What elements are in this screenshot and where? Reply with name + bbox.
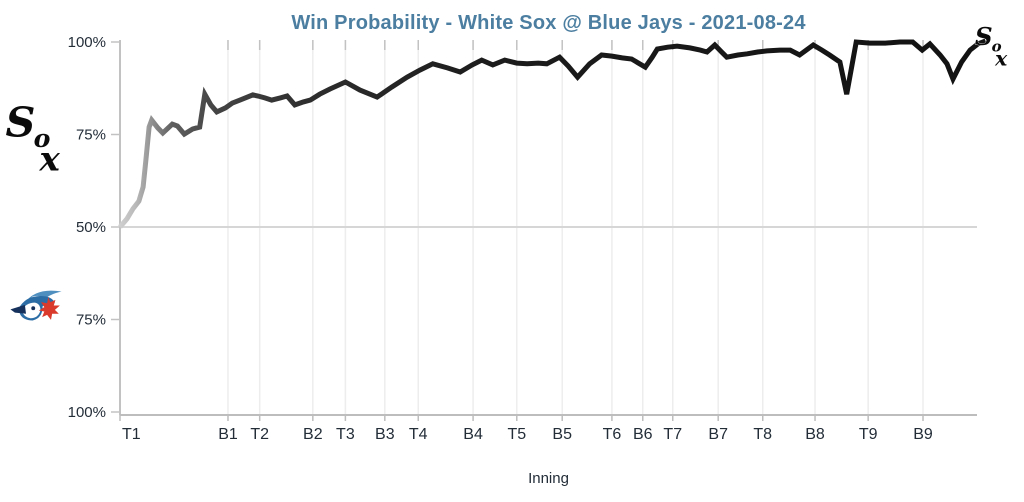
svg-text:S: S xyxy=(5,98,35,147)
x-tick-label: B2 xyxy=(303,426,323,443)
x-tick-label: T1 xyxy=(122,426,141,443)
x-axis-title: Inning xyxy=(528,470,569,487)
x-tick-label: T9 xyxy=(859,426,878,443)
x-tick-label: B9 xyxy=(913,426,933,443)
y-tick-label: 100% xyxy=(68,404,106,421)
y-tick-label: 50% xyxy=(76,219,106,236)
svg-text:o: o xyxy=(34,123,51,153)
white-sox-logo: S o x xyxy=(975,22,1009,70)
y-tick-label: 100% xyxy=(68,34,106,51)
x-tick-label: B6 xyxy=(633,426,653,443)
x-tick-label: T7 xyxy=(663,426,682,443)
x-tick-label: T2 xyxy=(250,426,269,443)
y-tick-label: 75% xyxy=(76,127,106,144)
svg-text:o: o xyxy=(992,37,1002,55)
svg-text:x: x xyxy=(994,46,1008,70)
svg-text:x: x xyxy=(39,140,61,178)
x-tick-label: T3 xyxy=(336,426,355,443)
x-tick-label: B4 xyxy=(463,426,483,443)
x-tick-label: T6 xyxy=(603,426,622,443)
x-tick-label: B3 xyxy=(375,426,395,443)
x-tick-label: B7 xyxy=(708,426,728,443)
x-tick-label: B5 xyxy=(552,426,572,443)
x-tick-label: T5 xyxy=(507,426,526,443)
x-tick-label: T4 xyxy=(409,426,428,443)
y-tick-label: 75% xyxy=(76,312,106,329)
x-tick-label: B1 xyxy=(218,426,238,443)
win-probability-line xyxy=(118,38,987,229)
blue-jays-logo xyxy=(10,290,62,321)
x-tick-label: B8 xyxy=(805,426,825,443)
x-tick-label: T8 xyxy=(753,426,772,443)
chart-title: Win Probability - White Sox @ Blue Jays … xyxy=(291,12,806,34)
svg-text:S: S xyxy=(975,22,993,51)
white-sox-logo: S o x xyxy=(5,98,61,178)
